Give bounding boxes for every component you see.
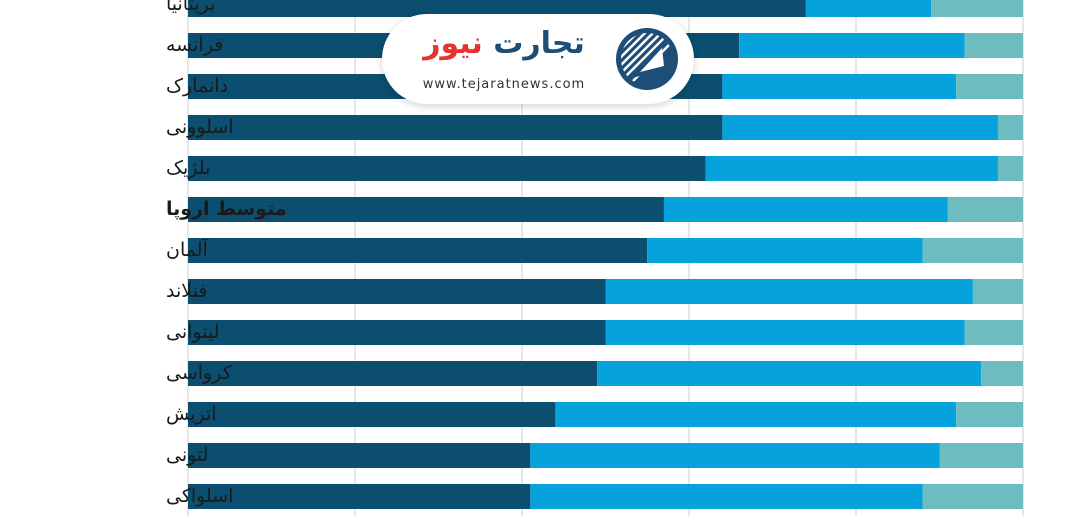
bar-segment-6-0 (188, 238, 648, 263)
category-label-4: بلژیک (166, 157, 210, 179)
bar-segment-3-1 (722, 115, 998, 140)
logo-name: تجارت نیوز (396, 26, 612, 62)
bar-segment-4-0 (188, 156, 706, 181)
bar-segment-3-0 (188, 115, 723, 140)
bar-segment-7-1 (605, 279, 973, 304)
category-label-10: اتریش (166, 403, 217, 425)
bar-segment-5-2 (947, 197, 1023, 222)
bar-segment-12-1 (530, 484, 923, 509)
bar-segment-10-2 (956, 402, 1023, 427)
category-label-2: دانمارک (166, 75, 228, 97)
category-label-1: فرانسه (166, 34, 223, 56)
bar-segment-12-2 (922, 484, 1023, 509)
bar-segment-1-1 (739, 33, 965, 58)
bar-segment-9-1 (597, 361, 982, 386)
bar-segment-8-1 (605, 320, 965, 345)
tejarat-news-logo: تجارت نیوز www.tejaratnews.com (382, 14, 694, 104)
bar-segment-9-2 (981, 361, 1023, 386)
bar-segment-6-2 (922, 238, 1023, 263)
category-label-5: متوسط اروپا (166, 198, 287, 220)
category-label-9: کرواسی (166, 362, 233, 384)
bar-segment-10-1 (555, 402, 957, 427)
bar-segment-11-1 (530, 443, 940, 468)
bar-segment-5-0 (188, 197, 664, 222)
bar-segment-5-1 (663, 197, 948, 222)
category-label-12: اسلواکی (166, 485, 233, 507)
bar-segment-3-2 (997, 115, 1023, 140)
bar-segment-7-2 (972, 279, 1023, 304)
bar-segment-6-1 (647, 238, 923, 263)
bar-segment-2-2 (956, 74, 1023, 99)
category-label-3: اسلوونی (166, 116, 234, 138)
category-label-6: آلمان (166, 237, 209, 261)
bar-segment-0-2 (931, 0, 1023, 17)
logo-url: www.tejaratnews.com (422, 77, 586, 92)
bar-segment-12-0 (188, 484, 531, 509)
category-labels: بریتانیا فرانسه دانمارک اسلوونی بلژیک متوسط ا… (166, 0, 287, 507)
bar-segment-10-0 (188, 402, 556, 427)
bar-segment-8-2 (964, 320, 1023, 345)
bar-segment-1-2 (964, 33, 1023, 58)
category-label-0: بریتانیا (166, 0, 215, 15)
bar-segment-8-0 (188, 320, 606, 345)
category-label-8: لیتوانی (166, 321, 219, 343)
bar-segment-0-0 (188, 0, 806, 17)
bar-segment-7-0 (188, 279, 606, 304)
category-label-7: فنلاند (166, 280, 207, 302)
bar-segment-9-0 (188, 361, 598, 386)
bar-segment-4-1 (705, 156, 998, 181)
category-label-11: لتونی (166, 444, 208, 466)
bar-segment-11-0 (188, 443, 531, 468)
bar-segment-0-1 (805, 0, 932, 17)
bar-segment-2-1 (722, 74, 957, 99)
bar-segment-4-2 (997, 156, 1023, 181)
rising-arrow-icon (616, 28, 678, 90)
bar-segment-11-2 (939, 443, 1023, 468)
logo-name-part1: تجارت (493, 26, 585, 61)
logo-name-part2: نیوز (423, 26, 483, 61)
